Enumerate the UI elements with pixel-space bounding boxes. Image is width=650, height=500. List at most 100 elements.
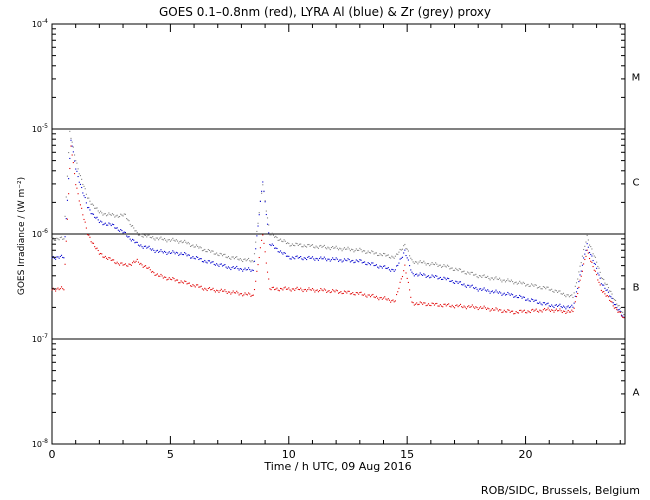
data-point [174, 240, 176, 242]
data-point [165, 276, 167, 278]
data-point [73, 173, 76, 175]
data-point [291, 288, 293, 290]
data-point [562, 292, 565, 294]
data-point [424, 274, 426, 276]
data-point [341, 261, 343, 263]
data-point [577, 278, 579, 280]
data-point [444, 277, 446, 279]
data-point [153, 249, 155, 252]
data-point [507, 291, 509, 294]
data-point [558, 304, 560, 306]
data-point [77, 175, 79, 178]
data-point [76, 162, 78, 164]
data-point [404, 264, 406, 266]
data-point [165, 251, 167, 253]
data-point [328, 258, 330, 260]
data-point [276, 287, 278, 289]
data-point [387, 267, 389, 269]
data-point [543, 308, 546, 310]
data-point [506, 280, 508, 282]
data-point [341, 250, 343, 252]
data-point [105, 257, 108, 259]
data-point [338, 260, 340, 262]
data-point [495, 307, 497, 309]
data-point [583, 257, 585, 259]
data-point [129, 223, 131, 226]
data-point [59, 288, 61, 290]
data-point [246, 259, 248, 261]
data-point [266, 217, 269, 219]
data-point [187, 241, 189, 244]
data-point [64, 215, 66, 217]
data-point [113, 259, 115, 261]
data-point [388, 256, 391, 259]
data-point [422, 262, 424, 264]
data-point [321, 246, 323, 248]
data-point [378, 299, 380, 301]
data-point [603, 284, 605, 286]
data-point [487, 275, 489, 277]
data-point [587, 246, 589, 248]
data-point [500, 292, 502, 294]
data-point [497, 292, 499, 294]
data-point [394, 269, 396, 271]
data-point [451, 304, 453, 306]
data-point [212, 261, 214, 263]
data-point [240, 268, 243, 270]
data-point [380, 266, 382, 268]
data-point [123, 231, 125, 233]
data-point [597, 272, 599, 274]
data-point [583, 248, 585, 251]
data-point [494, 291, 496, 293]
data-point [320, 244, 322, 247]
data-point [459, 303, 462, 305]
data-point [510, 279, 512, 281]
data-point [70, 137, 72, 139]
data-point [478, 307, 480, 309]
data-point [303, 289, 305, 291]
data-point [108, 212, 110, 214]
data-point [114, 227, 116, 229]
data-point [385, 267, 387, 269]
data-point [145, 245, 147, 247]
data-point [612, 297, 614, 300]
data-point [163, 237, 166, 240]
data-point [578, 280, 580, 283]
data-point [205, 261, 207, 263]
data-point [522, 296, 524, 298]
data-point [454, 282, 456, 284]
data-point [317, 247, 319, 249]
data-point [182, 254, 185, 256]
data-point [206, 262, 208, 264]
data-point [295, 242, 297, 244]
data-point [201, 288, 203, 290]
data-point [219, 290, 221, 292]
data-point [108, 222, 110, 224]
data-point [204, 259, 206, 262]
data-point [287, 288, 289, 290]
data-point [378, 267, 380, 269]
data-point [227, 266, 229, 268]
data-point [594, 256, 597, 258]
data-point [244, 267, 246, 269]
data-point [606, 283, 608, 285]
data-point [545, 309, 547, 311]
data-point [66, 199, 68, 201]
data-point [409, 265, 411, 267]
data-point [574, 295, 576, 297]
data-point [340, 248, 342, 250]
data-point [532, 308, 534, 310]
data-point [77, 193, 79, 195]
data-point [295, 288, 297, 290]
data-point [212, 250, 214, 252]
data-point [604, 293, 606, 295]
data-point [333, 258, 335, 260]
data-point [442, 306, 444, 308]
data-point [141, 264, 143, 266]
data-point [438, 277, 440, 279]
data-point [522, 281, 524, 283]
data-point [387, 298, 389, 300]
data-point [536, 310, 538, 312]
data-point [584, 245, 586, 247]
data-point [435, 262, 437, 264]
